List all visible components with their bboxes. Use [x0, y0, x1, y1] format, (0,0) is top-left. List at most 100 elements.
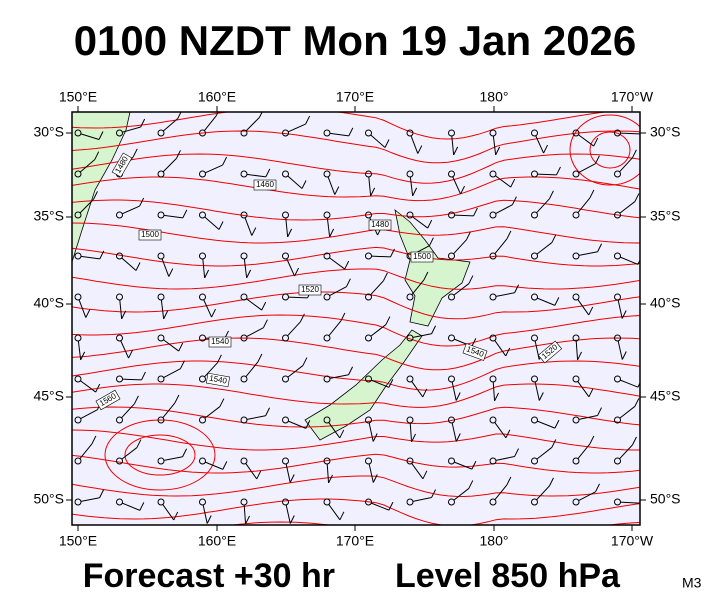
barb-flag	[135, 262, 141, 271]
barb-flag	[132, 148, 138, 158]
barb-shaft	[80, 255, 100, 260]
barb-station	[448, 211, 455, 219]
contour-line	[72, 429, 640, 451]
barb-flag	[179, 360, 185, 369]
wind-barb	[323, 252, 350, 270]
wind-barb	[531, 293, 560, 306]
wind-barb	[406, 416, 417, 443]
barb-flag	[344, 260, 350, 270]
barb-station	[572, 416, 580, 424]
wind-barb	[614, 498, 640, 506]
barb-shaft	[77, 340, 82, 360]
barb-station	[282, 252, 289, 260]
level-label: Level 850 hPa	[395, 557, 621, 595]
barb-shaft	[329, 132, 349, 137]
barb-station	[531, 252, 538, 260]
barb-shaft	[454, 461, 473, 470]
contour-line	[72, 406, 640, 428]
title: 0100 NZDT Mon 19 Jan 2026	[74, 17, 637, 64]
barb-flag	[85, 309, 91, 318]
wind-barb	[199, 156, 228, 178]
barb-station	[157, 498, 165, 506]
barb-station	[572, 498, 580, 506]
wind-barb	[282, 498, 295, 524]
contour-label-box	[253, 179, 277, 191]
barb-station	[74, 457, 82, 465]
barb-flag	[411, 433, 417, 443]
wind-barb	[74, 293, 91, 318]
barb-shaft	[162, 118, 179, 132]
lat-label-right: 50°S	[650, 491, 681, 507]
barb-station	[489, 334, 497, 342]
barb-station	[614, 211, 621, 219]
barb-flag	[211, 308, 217, 318]
wind-barb	[199, 498, 212, 524]
barb-station	[323, 334, 331, 342]
barb-flag	[412, 187, 418, 197]
barb-shaft	[204, 362, 218, 378]
contour-line	[72, 222, 640, 244]
barb-shaft	[160, 299, 165, 319]
barb-station	[406, 170, 414, 178]
barb-station	[323, 211, 331, 219]
contour-line	[72, 246, 640, 267]
barb-shaft	[617, 299, 623, 319]
wind-barb	[240, 498, 251, 525]
barb-shaft	[451, 381, 457, 401]
barb-shaft	[494, 484, 508, 500]
barb-station	[240, 457, 248, 465]
wind-barb	[157, 209, 188, 219]
barb-shaft	[620, 256, 639, 265]
wind-barb	[572, 189, 595, 219]
wind-barb	[448, 207, 478, 219]
barb-flag	[178, 342, 184, 352]
wind-barb	[282, 170, 307, 189]
wind-barb	[74, 191, 98, 219]
barb-shaft	[494, 340, 507, 357]
barb-shaft	[288, 123, 306, 133]
map-background	[72, 112, 640, 525]
barb-station	[448, 457, 455, 465]
lat-label-left: 35°S	[33, 208, 64, 224]
barb-station	[199, 375, 206, 383]
barb-flag	[177, 112, 182, 119]
barb-shaft	[205, 164, 223, 174]
barb-shaft	[411, 463, 424, 480]
barb-shaft	[453, 239, 467, 255]
barb-flag	[589, 435, 595, 445]
barb-shaft	[121, 447, 138, 460]
barb-flag	[348, 127, 354, 137]
wind-barb	[282, 357, 308, 383]
contour-line	[72, 268, 640, 290]
barb-flag	[259, 112, 263, 118]
contour-line	[72, 383, 640, 408]
barb-flag	[262, 319, 268, 328]
barb-shaft	[411, 381, 424, 398]
barb-flag	[460, 185, 466, 195]
barb-flag	[556, 166, 561, 176]
wind-barb	[199, 398, 225, 424]
contour-label-text: 1500	[141, 230, 159, 239]
wind-barb	[116, 118, 146, 137]
wind-barb	[448, 457, 477, 470]
barb-station	[323, 416, 331, 424]
contour-label: 1480	[368, 219, 392, 231]
wind-barb	[489, 334, 511, 357]
barb-shaft	[79, 199, 94, 214]
wind-barb	[323, 366, 354, 383]
barb-shaft	[578, 163, 596, 174]
barb-shaft	[619, 157, 633, 173]
wind-barb	[365, 272, 388, 301]
barb-flag	[634, 193, 640, 202]
barb-shaft	[203, 115, 217, 131]
barb-flag	[163, 310, 169, 320]
barb-station	[489, 416, 497, 424]
barb-shaft	[451, 422, 457, 442]
barb-shaft	[494, 422, 507, 439]
barb-flag	[370, 187, 376, 197]
barb-flag	[222, 156, 228, 166]
barb-station	[572, 129, 580, 137]
barb-shaft	[620, 379, 639, 388]
wind-barb	[116, 293, 127, 320]
barb-station	[448, 293, 455, 301]
